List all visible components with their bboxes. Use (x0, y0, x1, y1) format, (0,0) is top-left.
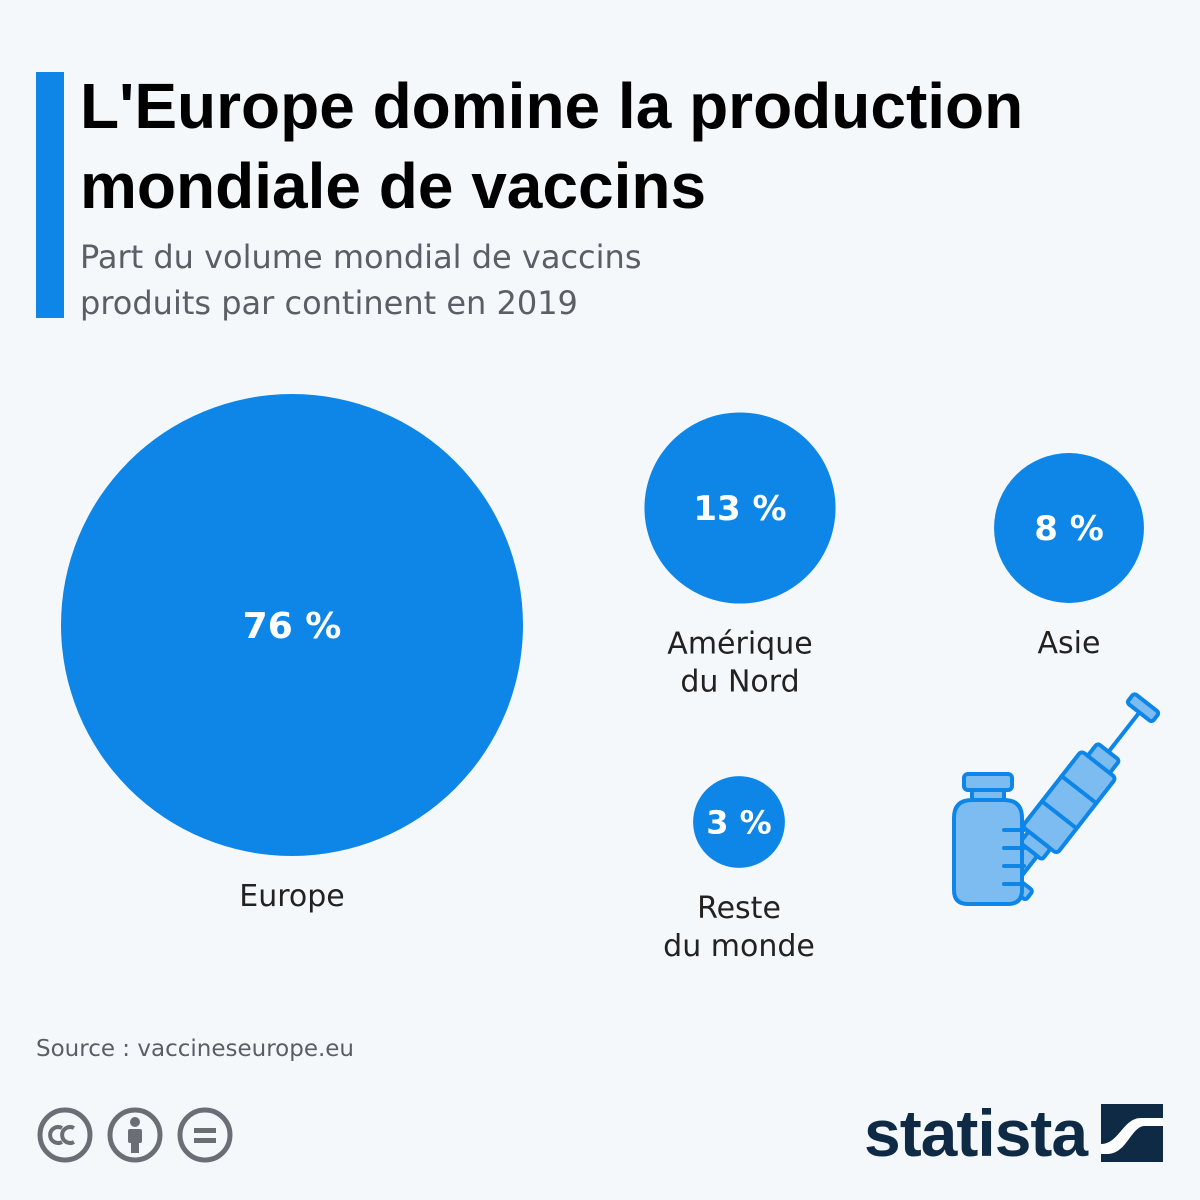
category-label: Amérique (667, 627, 812, 662)
bubble-2 (994, 453, 1144, 603)
no-derivatives-icon[interactable] (176, 1106, 234, 1164)
logo-text: statista (864, 1096, 1088, 1170)
subtitle-line-2: produits par continent en 2019 (80, 284, 578, 322)
bubble-value-label: 8 % (1034, 509, 1104, 549)
title-line-2: mondiale de vaccins (80, 150, 707, 222)
category-label: Reste (697, 891, 781, 926)
accent-bar (36, 72, 64, 318)
bubble-3 (693, 776, 785, 868)
source-note: Source : vaccineseurope.eu (36, 1036, 355, 1062)
attribution-icon[interactable] (106, 1106, 164, 1164)
category-label: du Nord (680, 665, 799, 700)
vaccine-vial-syringe-icon (952, 692, 1161, 906)
bubble-1 (644, 412, 836, 604)
title-line-1: L'Europe domine la production (80, 70, 1024, 142)
category-label: Europe (239, 879, 345, 914)
subtitle-line-1: Part du volume mondial de vaccins (80, 238, 642, 276)
category-label: Asie (1038, 626, 1101, 661)
bubble-0 (61, 394, 523, 856)
bubble-value-label: 3 % (706, 804, 771, 842)
category-label: du monde (663, 929, 815, 964)
statista-logo[interactable]: statista (864, 1096, 1164, 1170)
bubble-value-label: 76 % (243, 606, 342, 647)
chart-subtitle: Part du volume mondial de vaccins produi… (80, 234, 980, 326)
license-icons (36, 1106, 234, 1164)
cc-icon[interactable] (36, 1106, 94, 1164)
bubble-value-label: 13 % (693, 489, 786, 529)
chart-title: L'Europe domine la production mondiale d… (80, 66, 1180, 226)
statista-logo-mark-icon (1101, 1104, 1164, 1162)
